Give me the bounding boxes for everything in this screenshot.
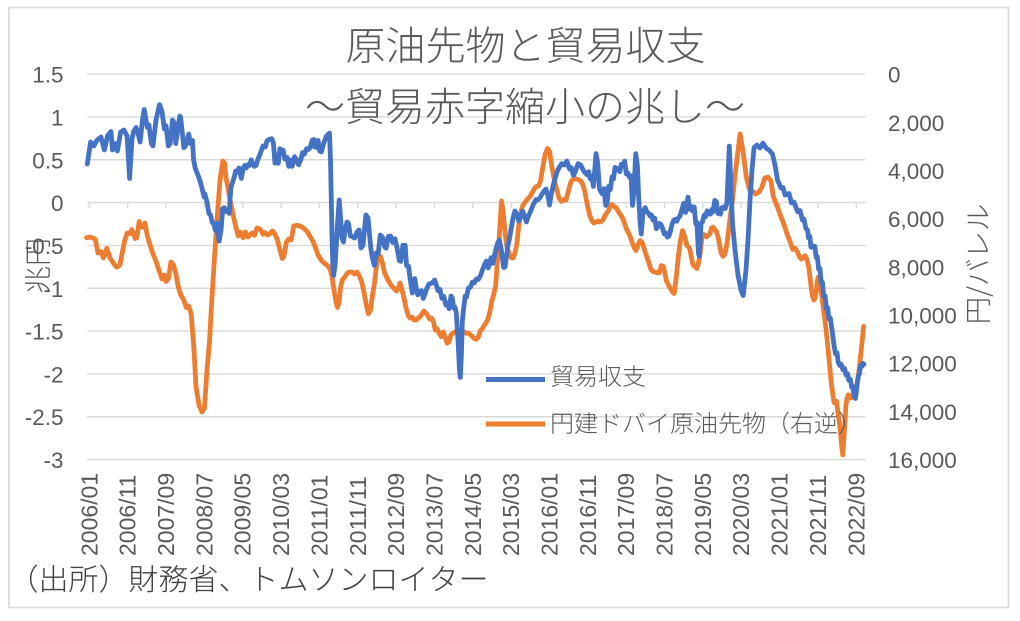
svg-text:2014/05: 2014/05 xyxy=(460,473,486,556)
svg-text:2013/07: 2013/07 xyxy=(422,473,448,556)
svg-text:10,000: 10,000 xyxy=(888,304,957,329)
svg-text:14,000: 14,000 xyxy=(888,400,957,425)
svg-text:-2: -2 xyxy=(43,362,63,387)
svg-text:-1.5: -1.5 xyxy=(25,320,64,345)
svg-text:2010/03: 2010/03 xyxy=(268,473,294,556)
svg-text:2011/01: 2011/01 xyxy=(306,475,332,556)
svg-text:2007/09: 2007/09 xyxy=(153,473,179,556)
svg-text:2017/09: 2017/09 xyxy=(613,473,639,556)
svg-text:-0.5: -0.5 xyxy=(25,234,64,259)
svg-text:8,000: 8,000 xyxy=(888,255,944,280)
svg-text:1.5: 1.5 xyxy=(32,63,63,88)
svg-text:2015/03: 2015/03 xyxy=(498,473,524,556)
svg-text:16,000: 16,000 xyxy=(888,448,957,473)
svg-text:0: 0 xyxy=(888,63,901,88)
svg-text:2020/03: 2020/03 xyxy=(728,473,754,556)
svg-text:2022/09: 2022/09 xyxy=(843,473,869,556)
svg-text:12,000: 12,000 xyxy=(888,352,957,377)
svg-text:2,000: 2,000 xyxy=(888,111,944,136)
svg-text:0.5: 0.5 xyxy=(32,148,63,173)
svg-text:-1: -1 xyxy=(43,277,63,302)
svg-text:2006/11: 2006/11 xyxy=(115,475,141,556)
svg-text:1: 1 xyxy=(51,105,64,130)
svg-text:2019/05: 2019/05 xyxy=(690,473,716,556)
svg-text:0: 0 xyxy=(51,191,64,216)
svg-text:2006/01: 2006/01 xyxy=(76,473,102,556)
svg-text:2021/11: 2021/11 xyxy=(805,475,831,556)
svg-text:4,000: 4,000 xyxy=(888,159,944,184)
svg-text:2016/11: 2016/11 xyxy=(575,475,601,556)
svg-text:2011/11: 2011/11 xyxy=(345,476,371,556)
svg-text:2008/07: 2008/07 xyxy=(191,473,217,556)
svg-text:2018/07: 2018/07 xyxy=(652,473,678,556)
svg-text:-2.5: -2.5 xyxy=(25,405,64,430)
svg-text:2021/01: 2021/01 xyxy=(767,473,793,556)
svg-text:6,000: 6,000 xyxy=(888,207,944,232)
svg-text:2016/01: 2016/01 xyxy=(537,473,563,556)
svg-text:2012/09: 2012/09 xyxy=(383,473,409,556)
svg-text:-3: -3 xyxy=(43,448,63,473)
svg-text:2009/05: 2009/05 xyxy=(230,473,256,556)
